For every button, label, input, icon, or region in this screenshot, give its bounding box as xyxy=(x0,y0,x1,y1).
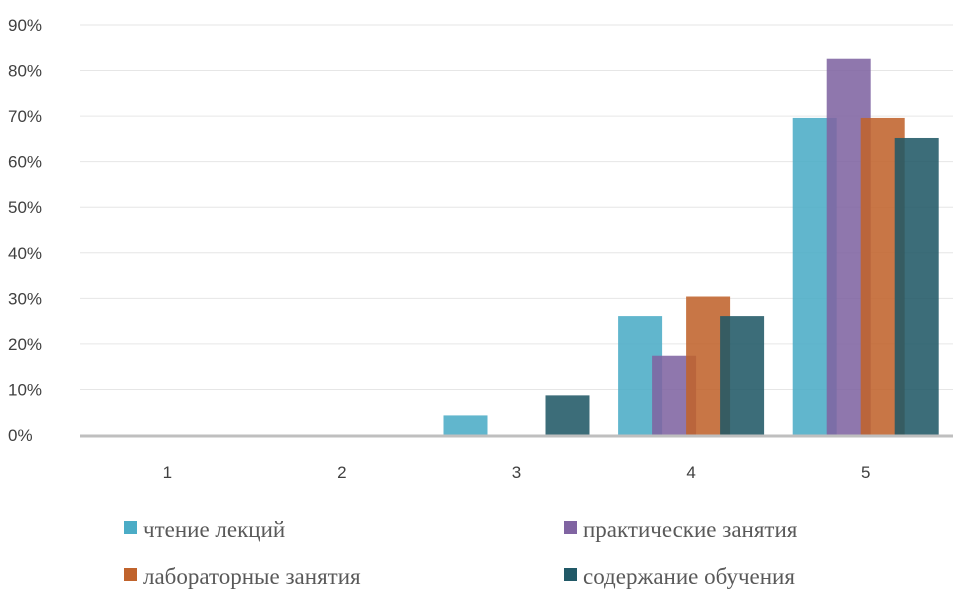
bar xyxy=(545,395,590,435)
y-tick-label: 20% xyxy=(8,335,42,354)
x-tick-label: 2 xyxy=(337,463,346,482)
y-tick-label: 40% xyxy=(8,244,42,263)
legend-item: лабораторные занятия xyxy=(124,562,361,592)
legend-item: практические занятия xyxy=(564,515,797,545)
x-tick-label: 3 xyxy=(512,463,521,482)
y-tick-label: 90% xyxy=(8,16,42,35)
legend-label: чтение лекций xyxy=(143,517,286,542)
legend-swatch xyxy=(124,520,137,534)
y-tick-label: 50% xyxy=(8,198,42,217)
bar xyxy=(720,316,765,435)
legend-item: содержание обучения xyxy=(564,562,795,592)
legend-swatch xyxy=(124,567,137,581)
x-tick-label: 5 xyxy=(861,463,870,482)
legend: чтение лекций практические занятия лаборат… xyxy=(0,500,953,590)
y-tick-label: 70% xyxy=(8,107,42,126)
y-tick-label: 80% xyxy=(8,62,42,81)
legend-label: практические занятия xyxy=(583,517,798,542)
bar xyxy=(443,415,488,435)
y-tick-label: 60% xyxy=(8,153,42,172)
legend-label: лабораторные занятия xyxy=(143,564,361,589)
legend-item: чтение лекций xyxy=(124,515,285,545)
x-tick-label: 4 xyxy=(686,463,695,482)
legend-swatch xyxy=(564,520,577,534)
y-tick-label: 30% xyxy=(8,289,42,308)
y-tick-label: 0% xyxy=(8,426,33,445)
x-tick-label: 1 xyxy=(163,463,172,482)
y-tick-label: 10% xyxy=(8,380,42,399)
chart-svg: 0% 10% 20% 30% 40% 50% 60% 70% 80% 90% 1 2 3 4 5 xyxy=(8,16,953,482)
bar xyxy=(894,137,939,435)
legend-swatch xyxy=(564,567,577,581)
legend-label: содержание обучения xyxy=(583,564,795,589)
